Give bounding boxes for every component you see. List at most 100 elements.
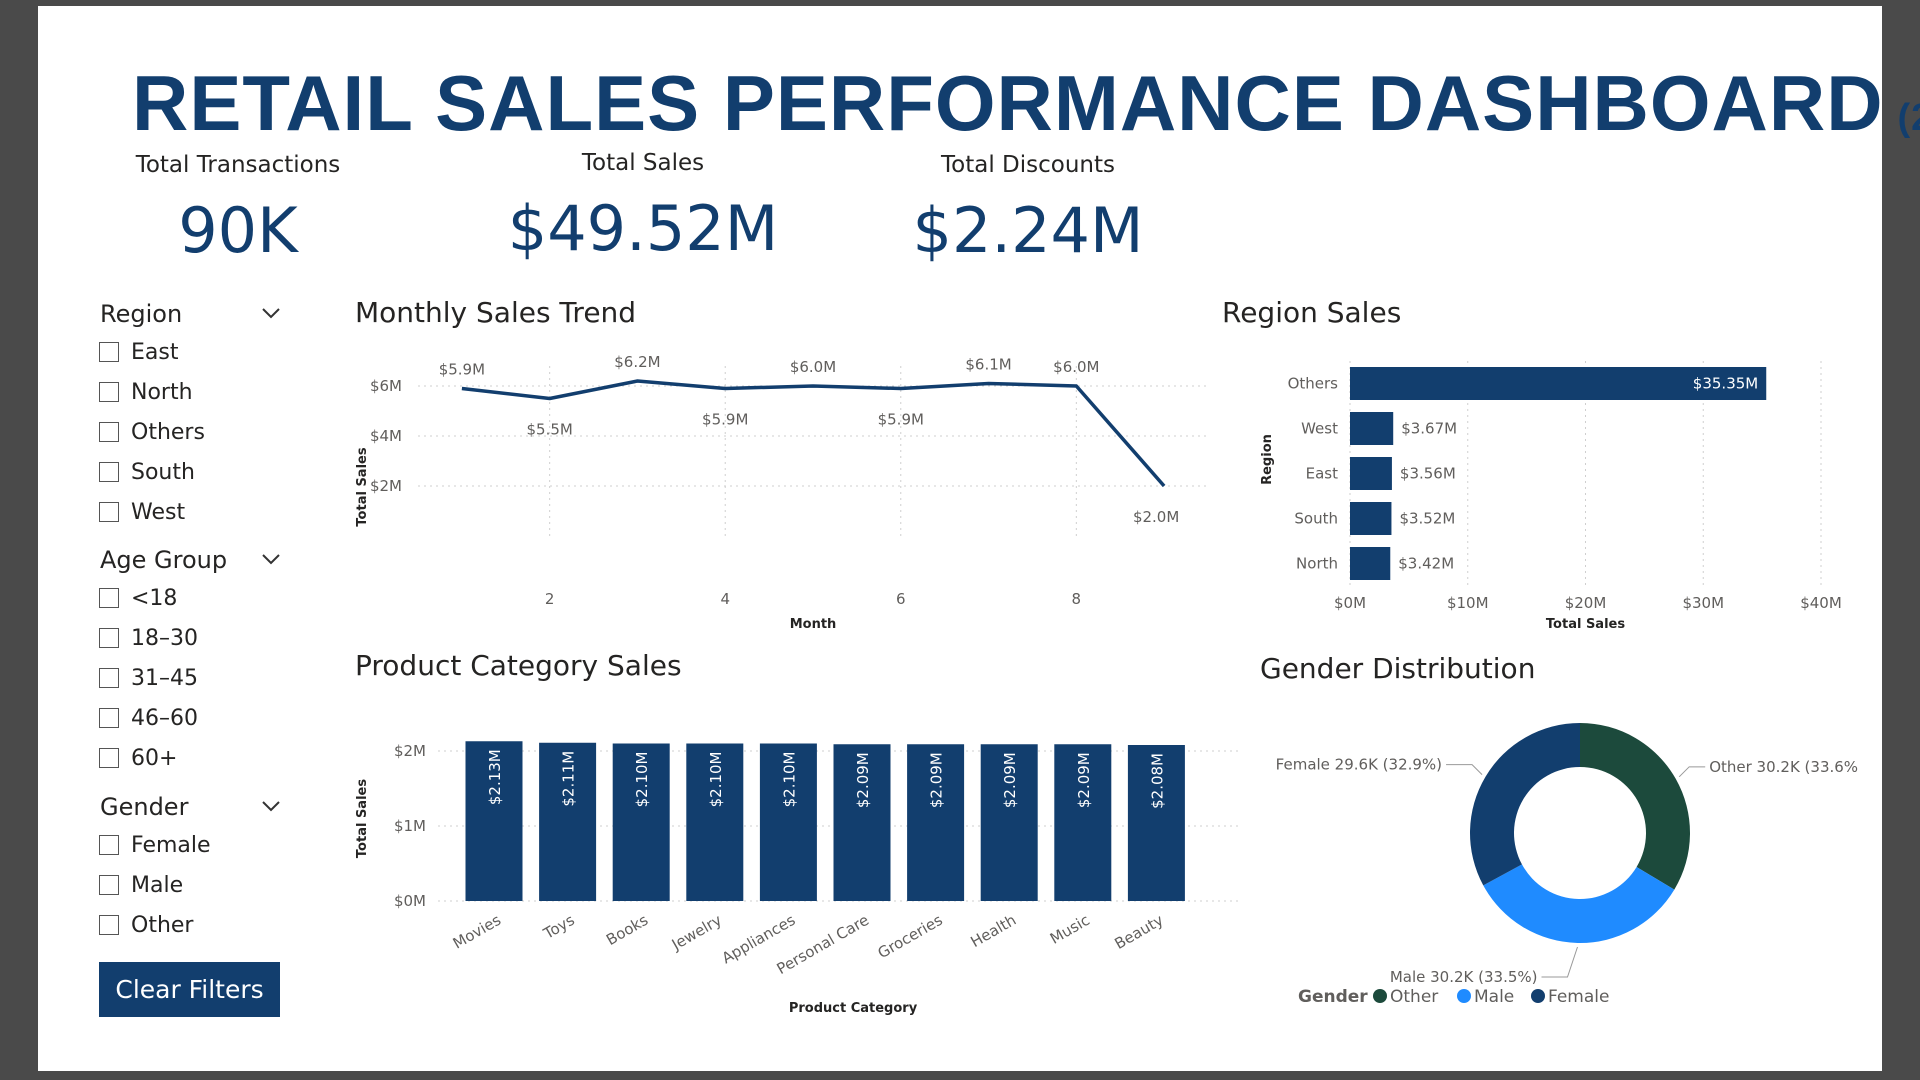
category-chart-x-axis-title: Product Category [789,1001,918,1016]
region-chart-category-label: South [1294,510,1338,528]
checkbox[interactable] [99,342,119,362]
gender-legend-marker [1457,989,1471,1003]
line-chart-data-label: $6.2M [614,353,660,371]
line-chart-ytick-label: $2M [370,477,402,495]
checkbox[interactable] [99,708,119,728]
checkbox[interactable] [99,835,119,855]
gender-donut-data-label: Male 30.2K (33.5%) [1390,968,1538,986]
checkbox[interactable] [99,588,119,608]
category-chart-category-label: Jewelry [668,911,725,954]
gender-donut-leader-line [1541,946,1578,978]
region-chart-bar [1350,457,1392,490]
region-chart-xtick-label: $10M [1447,594,1489,612]
region-chart-xtick-label: $20M [1565,594,1607,612]
category-chart-bar [980,744,1038,901]
category-sales-bar-chart: $0M $1M $2M Total Sales Product Category $2.1… [355,741,1238,1016]
age-slicer-chevron-down-icon[interactable] [260,548,282,570]
region-chart-data-label: $3.67M [1401,420,1457,438]
region-chart-x-axis-title: Total Sales [1546,617,1625,632]
region-chart-data-label: $3.56M [1400,465,1456,483]
line-chart-data-label: $6.0M [1053,358,1099,376]
region-option-west[interactable]: West [99,498,205,526]
age-option-60-plus[interactable]: 60+ [99,744,198,772]
region-option-east[interactable]: East [99,338,205,366]
category-chart-category-label: Groceries [875,911,946,962]
category-chart-category-label: Movies [450,911,504,953]
clear-filters-button[interactable]: Clear Filters [99,962,280,1017]
region-chart-data-label: $3.52M [1399,510,1455,528]
checkbox[interactable] [99,502,119,522]
region-chart-xtick-label: $40M [1800,594,1842,612]
checkbox[interactable] [99,462,119,482]
line-chart-y-axis-title: Total Sales [355,447,370,526]
category-chart-data-label: $2.08M [1148,753,1166,809]
region-chart-bar [1350,547,1391,580]
gender-slicer-chevron-down-icon[interactable] [260,795,282,817]
gender-donut-data-label: Other 30.2K (33.6%) [1709,758,1858,776]
category-chart-bar [612,743,670,901]
category-chart-bar [539,742,597,901]
checkbox[interactable] [99,668,119,688]
category-chart-category-label: Music [1047,911,1093,948]
kpi-discounts-label: Total Discounts [941,152,1115,178]
category-chart-bar [465,741,523,901]
page-title-year: (2024) [1897,97,1920,139]
category-chart-data-label: $2.09M [928,752,946,808]
region-option-others[interactable]: Others [99,418,205,446]
region-sales-bar-chart: $0M $10M $20M $30M $40M Total Sales Region Othe… [1260,361,1842,632]
category-chart-category-label: Toys [540,911,578,943]
gender-option-other[interactable]: Other [99,911,211,939]
line-chart-xtick-label: 8 [1072,590,1082,608]
gender-slicer-list: Female Male Other [99,831,211,939]
checkbox[interactable] [99,915,119,935]
category-chart-data-label: $2.11M [560,751,578,807]
region-chart-xtick-label: $30M [1682,594,1724,612]
region-option-north[interactable]: North [99,378,205,406]
checkbox[interactable] [99,628,119,648]
gender-donut-data-label: Female 29.6K (32.9%) [1276,756,1442,774]
region-chart-bar [1350,367,1767,400]
dashboard-canvas: RETAIL SALES PERFORMANCE DASHBOARD(2024)… [38,6,1920,1071]
checkbox[interactable] [99,422,119,442]
line-chart-data-label: $6.0M [790,358,836,376]
gender-option-female[interactable]: Female [99,831,211,859]
gender-legend-label: Other [1390,987,1438,1007]
gender-legend-title: Gender [1298,987,1368,1007]
category-chart-data-label: $2.09M [1001,752,1019,808]
region-chart-data-label: $3.42M [1398,555,1454,573]
category-chart-y-axis-title: Total Sales [355,779,370,858]
category-chart-title: Product Category Sales [355,649,682,682]
gender-option-male[interactable]: Male [99,871,211,899]
region-slicer-chevron-down-icon[interactable] [260,302,282,324]
checkbox[interactable] [99,875,119,895]
age-option-18-30[interactable]: 18–30 [99,624,198,652]
line-chart-xtick-label: 2 [545,590,555,608]
region-option-south[interactable]: South [99,458,205,486]
age-option-under-18[interactable]: <18 [99,584,198,612]
gender-donut-slice-male [1483,864,1675,943]
line-chart-data-label: $5.9M [702,411,748,429]
kpi-sales-label: Total Sales [581,150,705,176]
line-chart-series-line [461,379,1166,488]
line-chart-xtick-label: 4 [720,590,730,608]
line-chart-xtick-label: 6 [896,590,906,608]
category-chart-data-label: $2.09M [1075,752,1093,808]
category-chart-data-label: $2.10M [780,752,798,808]
region-chart-category-label: East [1306,465,1338,483]
category-chart-bar [1127,745,1185,901]
age-slicer-list: <18 18–30 31–45 46–60 60+ [99,584,198,772]
category-chart-category-label: Health [968,911,1020,951]
gender-donut-slice-other [1580,723,1690,890]
checkbox[interactable] [99,382,119,402]
line-chart-data-label: $5.5M [526,421,572,439]
checkbox[interactable] [99,748,119,768]
region-slicer-title: Region [100,300,183,328]
category-chart-bar [759,743,817,901]
region-chart-category-label: West [1301,420,1338,438]
gender-donut-leader-line [1678,766,1706,778]
category-chart-bar [833,744,891,901]
age-option-46-60[interactable]: 46–60 [99,704,198,732]
gender-legend-label: Male [1474,987,1514,1007]
age-option-31-45[interactable]: 31–45 [99,664,198,692]
category-chart-bar [907,744,965,901]
